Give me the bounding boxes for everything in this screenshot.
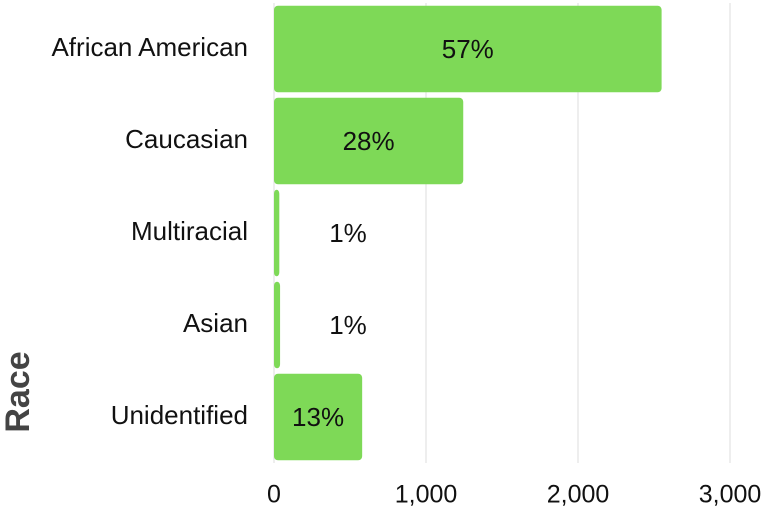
- bar: [274, 281, 281, 369]
- data-label: 57%: [442, 34, 494, 64]
- y-tick-label: Multiracial: [131, 216, 248, 246]
- bar: [274, 5, 662, 93]
- data-label: 1%: [329, 218, 367, 248]
- y-axis-label: Race: [0, 351, 37, 432]
- y-tick-label: African American: [51, 32, 248, 62]
- x-tick-label: 0: [267, 481, 281, 509]
- y-tick-label: Asian: [183, 308, 248, 338]
- data-label: 28%: [343, 126, 395, 156]
- data-label: 1%: [329, 310, 367, 340]
- data-label: 13%: [292, 402, 344, 432]
- bar: [274, 373, 363, 461]
- bar: [274, 189, 280, 277]
- bar: [274, 97, 464, 185]
- x-tick-label: 1,000: [395, 481, 458, 509]
- x-tick-label: 3,000: [699, 481, 762, 509]
- y-tick-label: Caucasian: [125, 124, 248, 154]
- y-tick-label: Unidentified: [111, 400, 248, 430]
- x-tick-label: 2,000: [547, 481, 610, 509]
